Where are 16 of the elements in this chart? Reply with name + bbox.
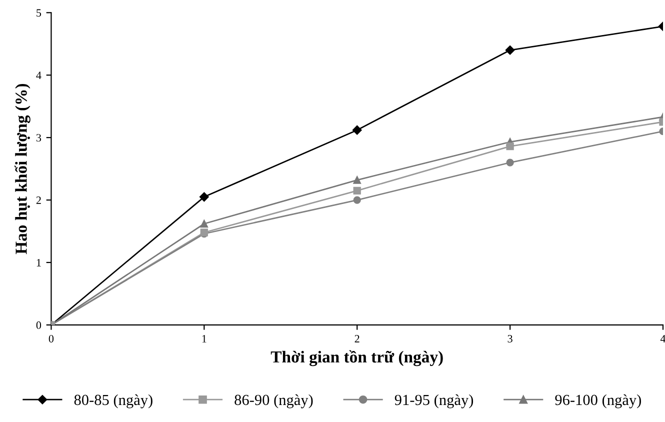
y-tick-label: 0: [36, 321, 42, 329]
y-tick-label: 2: [36, 196, 41, 204]
legend-label: 96-100 (ngày): [555, 394, 641, 408]
y-tick-label: 3: [36, 134, 42, 142]
x-axis-title: Thời gian tồn trữ (ngày): [270, 350, 443, 366]
legend-label: 91-95 (ngày): [394, 394, 474, 408]
x-tick-label: 3: [508, 335, 512, 342]
y-axis-title: Hao hụt khối lượng (%): [14, 84, 30, 254]
y-tick-label: 5: [36, 9, 42, 17]
y-tick-label: 1: [36, 259, 41, 266]
y-tick-label: 4: [36, 72, 42, 79]
x-tick-label: 0: [48, 334, 54, 342]
x-tick-label: 1: [202, 335, 206, 342]
legend-label: 86-90 (ngày): [234, 394, 313, 408]
legend-label: 80-85 (ngày): [74, 394, 152, 408]
x-tick-label: 2: [354, 335, 360, 342]
